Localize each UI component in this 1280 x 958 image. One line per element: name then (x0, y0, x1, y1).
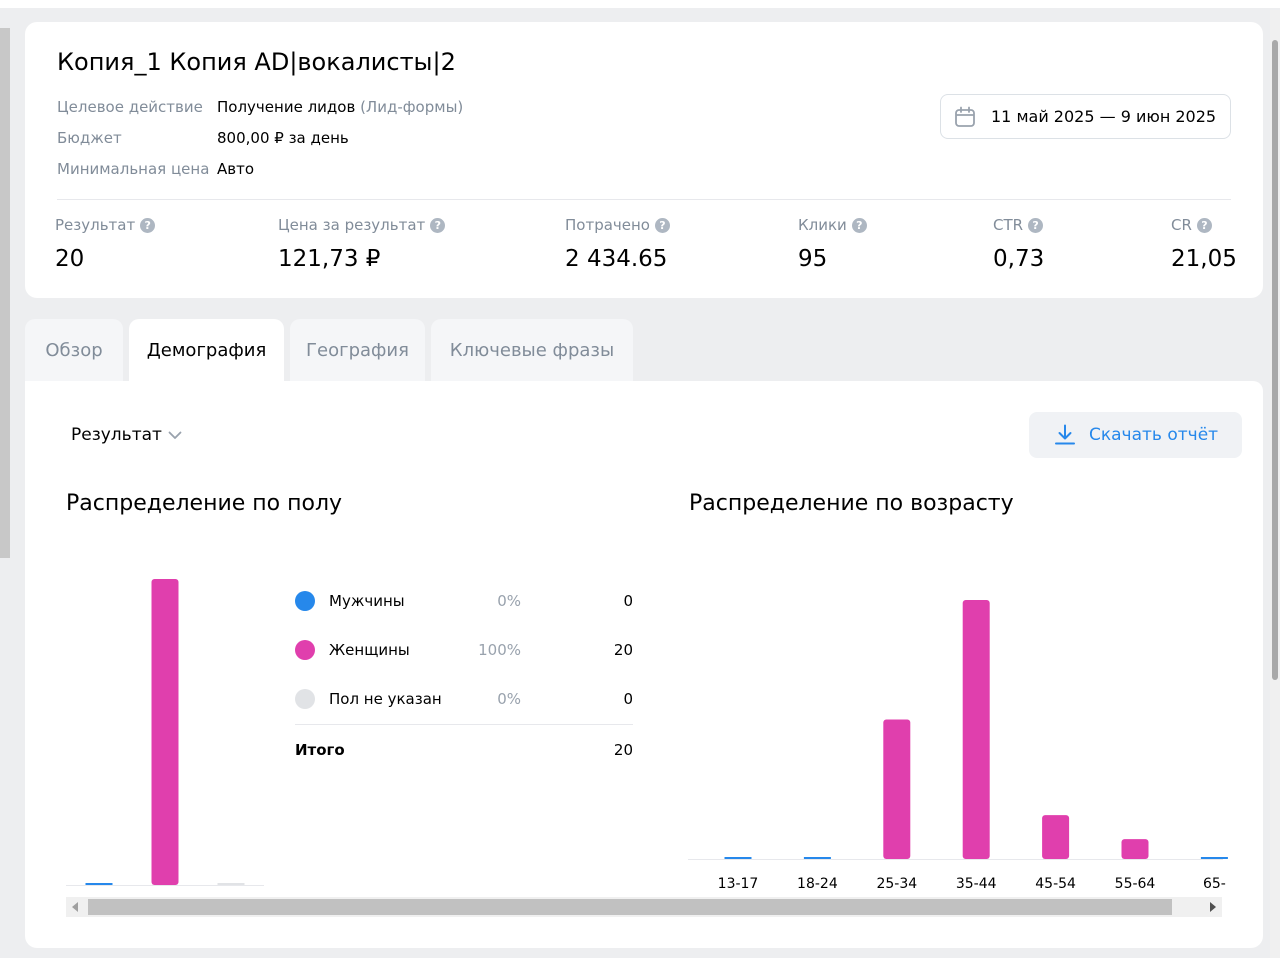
age-bar[interactable] (1042, 815, 1070, 859)
demography-panel: Результат Скачать отчёт Распределение по… (25, 381, 1263, 948)
meta-key: Минимальная цена (57, 160, 210, 178)
chevron-down-icon (168, 431, 182, 439)
help-icon[interactable]: ? (851, 217, 867, 233)
legend-count: 20 (613, 641, 633, 659)
stat-value: 20 (55, 246, 85, 272)
legend-percent: 100% (478, 641, 521, 659)
age-bar-empty[interactable] (803, 857, 831, 859)
gender-bar[interactable] (217, 883, 245, 885)
stat-label: Потрачено (565, 216, 650, 234)
age-tick-label: 65- (1203, 876, 1226, 892)
stat-clicks: Клики? 95 (798, 216, 867, 272)
age-tick-label: 13-17 (718, 876, 759, 892)
age-tick-label: 45-54 (1035, 876, 1076, 892)
stat-spent: Потрачено? 2 434.65 (565, 216, 670, 272)
legend-count: 0 (623, 690, 633, 708)
legend-dot-blue (295, 591, 315, 611)
legend-item-unknown: Пол не указан 0% 0 (295, 687, 633, 711)
legend-dot-pink (295, 640, 315, 660)
download-icon (1055, 424, 1075, 445)
help-icon[interactable]: ? (430, 217, 446, 233)
stat-cr: CR? 21,05 (1171, 216, 1237, 272)
help-icon[interactable]: ? (1196, 217, 1212, 233)
help-icon[interactable]: ? (1028, 217, 1044, 233)
age-bar[interactable] (962, 600, 990, 859)
legend-divider (295, 724, 633, 725)
gender-bar[interactable] (151, 579, 179, 885)
age-bar-chart: 13-17 18-24 25-34 35-44 45-54 55-64 65- (688, 600, 1228, 892)
page-scrollbar[interactable] (1270, 10, 1280, 958)
gender-section-title: Распределение по полу (66, 491, 343, 516)
stat-value: 2 434.65 (565, 246, 668, 272)
age-bar[interactable] (1121, 839, 1149, 859)
date-range-picker[interactable]: 11 май 2025 — 9 июн 2025 (940, 94, 1231, 139)
legend-percent: 0% (497, 690, 521, 708)
tab-geography[interactable]: География (290, 319, 425, 381)
left-scrollbar[interactable] (0, 28, 10, 558)
legend-count: 0 (623, 592, 633, 610)
window-top-strip (0, 0, 1280, 8)
stat-label: CR (1171, 216, 1192, 234)
age-tick-label: 55-64 (1115, 876, 1156, 892)
legend-item-male: Мужчины 0% 0 (295, 589, 633, 613)
scrollbar-thumb[interactable] (88, 899, 1172, 915)
age-section-title: Распределение по возрасту (689, 491, 1014, 516)
stat-value: 121,73 ₽ (278, 246, 381, 272)
legend-total-label: Итого (295, 741, 345, 759)
age-tick-label: 25-34 (876, 876, 917, 892)
meta-value: Получение лидов (Лид-формы) (217, 98, 464, 116)
age-bar[interactable] (883, 719, 911, 859)
stat-cost-per-result: Цена за результат? 121,73 ₽ (278, 216, 446, 272)
legend-item-female: Женщины 100% 20 (295, 638, 633, 662)
legend-name: Пол не указан (329, 690, 442, 708)
metric-dropdown-value: Результат (71, 425, 162, 445)
campaign-title: Копия_1 Копия AD|вокалисты|2 (57, 48, 456, 76)
scroll-right-arrow-icon[interactable] (1210, 902, 1216, 912)
stat-label: Клики (798, 216, 847, 234)
legend-total-count: 20 (613, 741, 633, 759)
meta-key: Бюджет (57, 129, 122, 147)
legend-dot-gray (295, 689, 315, 709)
age-tick-label: 18-24 (797, 876, 838, 892)
age-bar-empty[interactable] (1200, 857, 1228, 859)
download-report-label: Скачать отчёт (1089, 425, 1219, 445)
help-icon[interactable]: ? (140, 217, 156, 233)
legend-name: Женщины (329, 641, 410, 659)
page-scrollbar-thumb[interactable] (1272, 40, 1278, 680)
tab-keywords[interactable]: Ключевые фразы (431, 319, 633, 381)
tab-demography[interactable]: Демография (129, 319, 284, 381)
scroll-left-arrow-icon[interactable] (72, 902, 78, 912)
age-bar-empty[interactable] (724, 857, 752, 859)
stat-value: 95 (798, 246, 828, 272)
stat-label: CTR (993, 216, 1024, 234)
stat-label: Цена за результат (278, 216, 426, 234)
help-icon[interactable]: ? (654, 217, 670, 233)
meta-value: 800,00 ₽ за день (217, 129, 349, 147)
date-range-label: 11 май 2025 — 9 июн 2025 (991, 107, 1217, 126)
chart-horizontal-scrollbar[interactable] (66, 897, 1222, 917)
campaign-summary-card: Копия_1 Копия AD|вокалисты|2 Целевое дей… (25, 22, 1263, 298)
legend-name: Мужчины (329, 592, 405, 610)
age-tick-label: 35-44 (956, 876, 997, 892)
card-divider (57, 199, 1231, 200)
gender-bar-chart (66, 579, 264, 886)
stat-ctr: CTR? 0,73 (993, 216, 1044, 272)
meta-key: Целевое действие (57, 98, 203, 116)
download-report-button[interactable]: Скачать отчёт (1029, 412, 1242, 458)
legend-percent: 0% (497, 592, 521, 610)
stat-value: 0,73 (993, 246, 1045, 272)
gender-bar[interactable] (85, 883, 113, 885)
stat-label: Результат (55, 216, 136, 234)
stat-value: 21,05 (1171, 246, 1237, 272)
stat-result: Результат? 20 (55, 216, 156, 272)
metric-dropdown[interactable]: Результат (71, 425, 182, 445)
calendar-icon (955, 106, 975, 127)
meta-value: Авто (217, 160, 255, 178)
tab-overview[interactable]: Обзор (25, 319, 123, 381)
